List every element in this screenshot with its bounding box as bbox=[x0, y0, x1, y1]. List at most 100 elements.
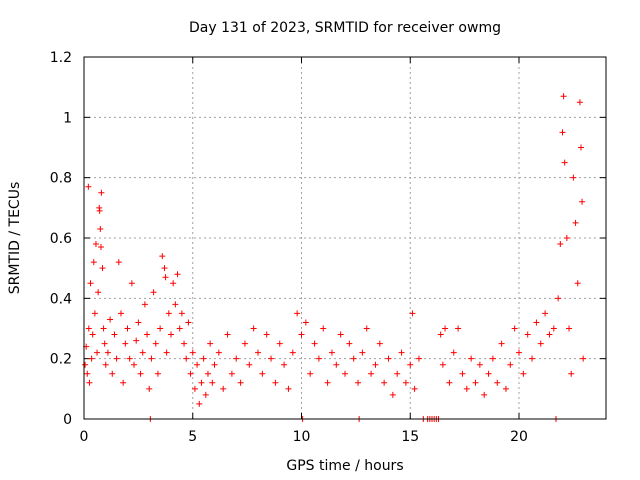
data-point bbox=[220, 385, 227, 392]
data-point bbox=[568, 370, 575, 377]
x-tick-label: 15 bbox=[401, 429, 419, 445]
data-point bbox=[342, 370, 348, 377]
data-point bbox=[511, 325, 518, 332]
data-point bbox=[128, 280, 135, 287]
data-point bbox=[320, 325, 327, 332]
data-point bbox=[86, 379, 93, 386]
data-point bbox=[350, 355, 357, 362]
data-point bbox=[101, 340, 108, 347]
data-point bbox=[411, 385, 418, 392]
data-point bbox=[194, 361, 201, 368]
data-point bbox=[157, 325, 164, 332]
data-point bbox=[102, 361, 109, 368]
y-tick-labels: 0 0.2 0.4 0.6 0.8 1 1.2 bbox=[50, 50, 72, 428]
data-point bbox=[463, 385, 470, 392]
data-point bbox=[268, 355, 275, 362]
data-point bbox=[579, 198, 586, 205]
data-point bbox=[98, 189, 105, 196]
data-point bbox=[450, 349, 457, 356]
data-point bbox=[120, 379, 127, 386]
data-point bbox=[202, 391, 209, 398]
data-point bbox=[398, 349, 405, 356]
data-point bbox=[148, 355, 155, 362]
data-point bbox=[115, 259, 122, 266]
data-point bbox=[87, 280, 94, 287]
x-tick-labels: 0 5 10 15 20 bbox=[80, 429, 528, 445]
data-point bbox=[459, 370, 466, 377]
data-point bbox=[91, 310, 98, 317]
data-point bbox=[241, 340, 248, 347]
data-point bbox=[189, 349, 196, 356]
data-point bbox=[183, 355, 190, 362]
data-point bbox=[97, 244, 104, 251]
data-point bbox=[542, 310, 549, 317]
data-point bbox=[376, 340, 383, 347]
data-point bbox=[533, 319, 540, 326]
data-point bbox=[122, 340, 129, 347]
data-point bbox=[372, 361, 379, 368]
data-point bbox=[576, 99, 583, 106]
data-point bbox=[107, 316, 114, 323]
data-point bbox=[146, 385, 153, 392]
data-point bbox=[546, 331, 553, 338]
chart-title: Day 131 of 2023, SRMTID for receiver owm… bbox=[189, 20, 501, 36]
data-point bbox=[359, 349, 366, 356]
data-point bbox=[529, 355, 536, 362]
data-point bbox=[139, 349, 146, 356]
data-point bbox=[570, 174, 577, 181]
data-point bbox=[516, 349, 522, 356]
data-point bbox=[520, 370, 527, 377]
data-point bbox=[524, 331, 531, 338]
data-point bbox=[95, 289, 102, 296]
data-point bbox=[84, 370, 91, 377]
data-point bbox=[255, 349, 261, 356]
data-point bbox=[154, 370, 161, 377]
data-point bbox=[176, 325, 183, 332]
data-point bbox=[161, 265, 168, 272]
data-point bbox=[502, 385, 509, 392]
y-axis-label: SRMTID / TECUs bbox=[7, 182, 23, 295]
data-point bbox=[191, 385, 198, 392]
data-point bbox=[165, 310, 172, 317]
data-point bbox=[415, 355, 422, 362]
data-point bbox=[126, 355, 133, 362]
data-point bbox=[207, 340, 214, 347]
data-point bbox=[315, 355, 322, 362]
data-point bbox=[355, 379, 362, 386]
data-point bbox=[152, 340, 159, 347]
data-point bbox=[111, 331, 118, 338]
data-point bbox=[250, 325, 257, 332]
data-point bbox=[162, 274, 169, 281]
data-point bbox=[272, 379, 279, 386]
data-point bbox=[394, 370, 401, 377]
y-tick-label: 1.2 bbox=[50, 50, 72, 66]
data-point bbox=[577, 144, 584, 151]
data-point bbox=[555, 295, 562, 302]
data-point bbox=[237, 379, 244, 386]
data-point bbox=[566, 325, 573, 332]
data-point bbox=[494, 379, 501, 386]
data-point bbox=[141, 301, 148, 308]
data-point bbox=[559, 129, 566, 136]
data-point bbox=[178, 310, 185, 317]
data-point bbox=[113, 355, 120, 362]
data-point bbox=[485, 370, 492, 377]
data-point bbox=[333, 361, 340, 368]
data-point bbox=[281, 361, 288, 368]
data-point bbox=[88, 355, 95, 362]
data-point bbox=[550, 325, 557, 332]
x-axis-label: GPS time / hours bbox=[286, 458, 403, 474]
data-point bbox=[172, 301, 179, 308]
data-point bbox=[150, 289, 157, 296]
data-point bbox=[90, 259, 97, 266]
data-point bbox=[337, 331, 344, 338]
data-point bbox=[228, 370, 235, 377]
data-point bbox=[246, 361, 253, 368]
data-point bbox=[468, 355, 475, 362]
data-point bbox=[109, 370, 116, 377]
data-point bbox=[409, 310, 416, 317]
data-point bbox=[580, 355, 587, 362]
data-point bbox=[307, 370, 314, 377]
data-point bbox=[144, 331, 151, 338]
data-point bbox=[133, 337, 140, 344]
